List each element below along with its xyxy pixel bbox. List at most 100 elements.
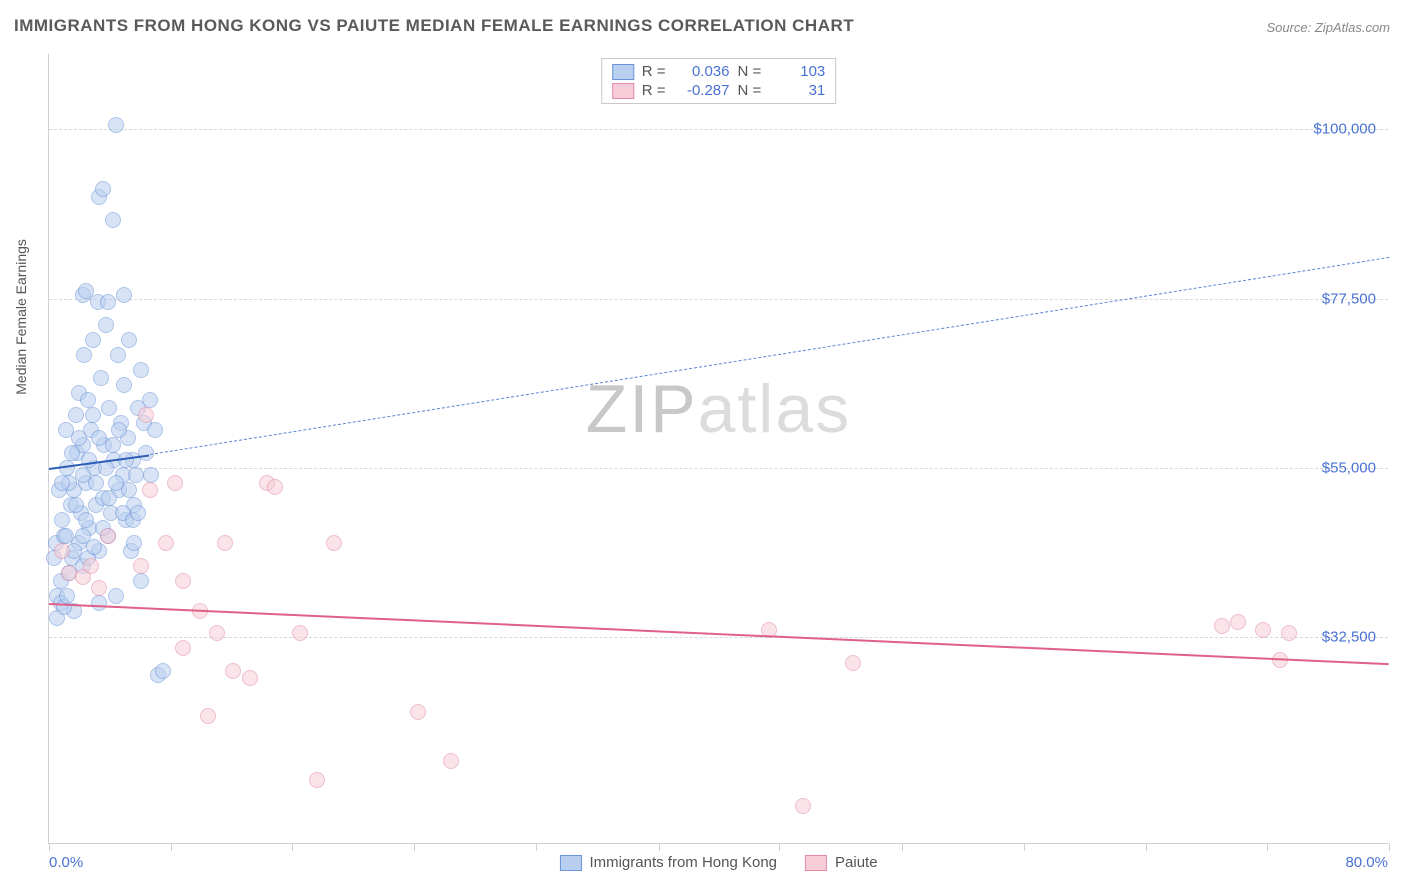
bottom-legend: Immigrants from Hong Kong Paiute <box>559 854 877 871</box>
data-point-hk <box>121 332 137 348</box>
data-point-paiute <box>142 482 158 498</box>
x-tick <box>414 843 415 851</box>
data-point-paiute <box>292 625 308 641</box>
data-point-hk <box>133 362 149 378</box>
swatch-hk <box>559 855 581 871</box>
stat-n-label: N = <box>738 63 762 80</box>
stat-n-label: N = <box>738 82 762 99</box>
data-point-paiute <box>410 704 426 720</box>
data-point-paiute <box>845 655 861 671</box>
data-point-hk <box>85 332 101 348</box>
trendline-extrapolated <box>149 257 1389 455</box>
data-point-paiute <box>158 535 174 551</box>
data-point-paiute <box>217 535 233 551</box>
gridline <box>49 468 1388 469</box>
legend-label-paiute: Paiute <box>835 854 878 871</box>
trendline <box>49 603 1389 665</box>
x-tick <box>536 843 537 851</box>
data-point-hk <box>81 452 97 468</box>
data-point-hk <box>68 497 84 513</box>
data-point-hk <box>59 588 75 604</box>
data-point-paiute <box>100 528 116 544</box>
x-min-label: 0.0% <box>49 854 83 871</box>
data-point-paiute <box>1214 618 1230 634</box>
data-point-paiute <box>91 580 107 596</box>
stats-legend-box: R = 0.036 N = 103 R = -0.287 N = 31 <box>601 58 837 104</box>
data-point-hk <box>78 512 94 528</box>
swatch-paiute <box>612 83 634 99</box>
data-point-hk <box>126 535 142 551</box>
data-point-hk <box>128 467 144 483</box>
data-point-hk <box>121 482 137 498</box>
x-tick <box>1389 843 1390 851</box>
data-point-hk <box>147 422 163 438</box>
data-point-paiute <box>167 475 183 491</box>
data-point-paiute <box>225 663 241 679</box>
data-point-paiute <box>309 772 325 788</box>
data-point-hk <box>98 317 114 333</box>
data-point-hk <box>142 392 158 408</box>
stats-row-paiute: R = -0.287 N = 31 <box>612 82 826 99</box>
x-tick <box>292 843 293 851</box>
swatch-paiute <box>805 855 827 871</box>
data-point-paiute <box>83 558 99 574</box>
data-point-hk <box>111 422 127 438</box>
data-point-hk <box>105 212 121 228</box>
legend-item-hk: Immigrants from Hong Kong <box>559 854 777 871</box>
legend-item-paiute: Paiute <box>805 854 878 871</box>
data-point-hk <box>100 294 116 310</box>
data-point-hk <box>88 475 104 491</box>
data-point-hk <box>64 445 80 461</box>
stat-r-hk: 0.036 <box>674 63 730 80</box>
data-point-hk <box>116 377 132 393</box>
data-point-hk <box>86 539 102 555</box>
data-point-paiute <box>175 573 191 589</box>
x-tick <box>659 843 660 851</box>
stat-n-hk: 103 <box>769 63 825 80</box>
data-point-hk <box>80 392 96 408</box>
data-point-paiute <box>326 535 342 551</box>
stat-r-label: R = <box>642 63 666 80</box>
x-tick <box>779 843 780 851</box>
data-point-hk <box>101 490 117 506</box>
data-point-hk <box>54 512 70 528</box>
data-point-paiute <box>795 798 811 814</box>
data-point-hk <box>71 430 87 446</box>
data-point-paiute <box>1281 625 1297 641</box>
stats-row-hk: R = 0.036 N = 103 <box>612 63 826 80</box>
chart-title: IMMIGRANTS FROM HONG KONG VS PAIUTE MEDI… <box>14 16 854 36</box>
data-point-hk <box>105 437 121 453</box>
gridline <box>49 299 1388 300</box>
x-tick <box>1024 843 1025 851</box>
source-attribution: Source: ZipAtlas.com <box>1266 20 1390 35</box>
data-point-hk <box>110 347 126 363</box>
y-tick-label: $77,500 <box>1322 290 1376 307</box>
data-point-hk <box>155 663 171 679</box>
data-point-hk <box>143 467 159 483</box>
gridline <box>49 129 1388 130</box>
watermark: ZIPatlas <box>586 370 851 448</box>
data-point-hk <box>76 347 92 363</box>
data-point-paiute <box>133 558 149 574</box>
data-point-hk <box>58 528 74 544</box>
x-tick <box>171 843 172 851</box>
data-point-paiute <box>175 640 191 656</box>
x-tick <box>902 843 903 851</box>
y-tick-label: $32,500 <box>1322 629 1376 646</box>
data-point-hk <box>101 400 117 416</box>
data-point-hk <box>130 505 146 521</box>
watermark-light: atlas <box>698 371 852 447</box>
stat-r-paiute: -0.287 <box>674 82 730 99</box>
data-point-hk <box>85 407 101 423</box>
data-point-paiute <box>1230 614 1246 630</box>
plot-area: ZIPatlas Median Female Earnings R = 0.03… <box>48 54 1388 844</box>
data-point-hk <box>95 181 111 197</box>
swatch-hk <box>612 64 634 80</box>
x-max-label: 80.0% <box>1345 854 1388 871</box>
x-tick <box>1267 843 1268 851</box>
x-tick <box>1146 843 1147 851</box>
data-point-hk <box>78 283 94 299</box>
data-point-paiute <box>242 670 258 686</box>
data-point-hk <box>91 595 107 611</box>
data-point-paiute <box>200 708 216 724</box>
